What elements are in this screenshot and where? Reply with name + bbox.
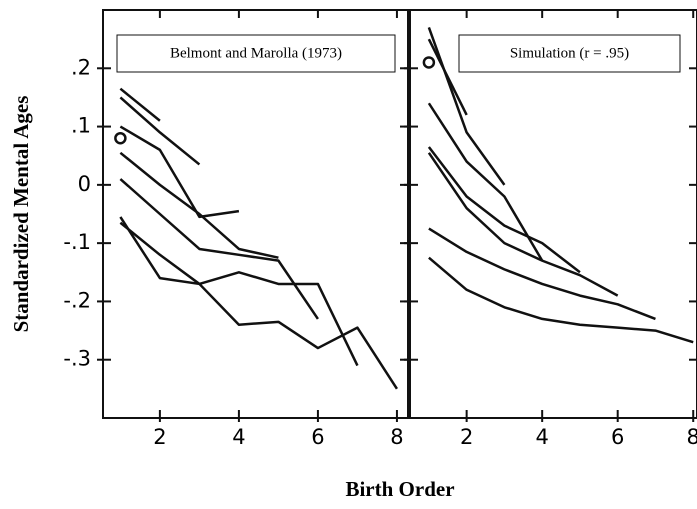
- annotation-box: [116, 34, 396, 73]
- y-tick-label: 0: [78, 172, 91, 196]
- data-line: [119, 125, 240, 219]
- annotation: Belmont and Marolla (1973): [170, 45, 342, 61]
- y-axis-label: Standardized Mental Ages: [9, 96, 33, 333]
- annotation-box: [458, 34, 681, 73]
- x-tick-label: 2: [153, 425, 166, 449]
- x-tick-label: 6: [611, 425, 624, 449]
- y-tick-label: -.2: [63, 288, 91, 312]
- data-line: [119, 178, 319, 320]
- data-line: [427, 102, 544, 262]
- x-tick-label: 4: [232, 425, 245, 449]
- x-tick-label: 2: [460, 425, 473, 449]
- y-tick-label: -.3: [63, 347, 91, 371]
- data-line: [427, 27, 506, 186]
- panel-frame: [409, 9, 697, 419]
- x-tick-label: 8: [687, 425, 697, 449]
- annotation: Simulation (r = .95): [510, 45, 629, 61]
- x-tick-label: 4: [535, 425, 548, 449]
- data-line: [427, 152, 619, 297]
- x-tick-label: 6: [311, 425, 324, 449]
- data-line: [119, 221, 398, 390]
- data-line: [428, 256, 694, 344]
- x-tick-label: 8: [390, 425, 403, 449]
- data-line: [119, 216, 359, 367]
- data-line: [428, 227, 656, 321]
- y-tick-label: .1: [71, 114, 91, 138]
- data-line: [119, 87, 161, 122]
- data-point: [422, 56, 436, 69]
- data-line: [119, 151, 279, 259]
- y-tick-label: -.1: [63, 230, 91, 254]
- panel-frame: [102, 9, 409, 419]
- data-line: [119, 96, 201, 166]
- y-tick-label: .2: [71, 55, 91, 79]
- x-axis-label: Birth Order: [345, 477, 454, 501]
- data-point: [114, 131, 127, 145]
- data-line: [427, 146, 581, 274]
